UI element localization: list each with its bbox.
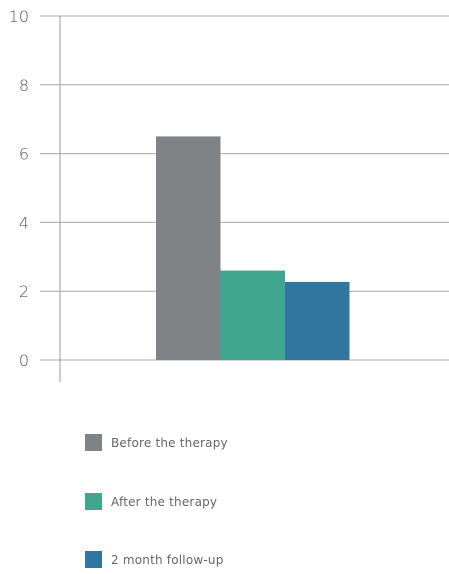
bars [156,136,350,360]
y-tick-label-6: 6 [19,145,29,164]
bar-chart: 0 2 4 6 8 10 [9,7,449,382]
legend-label-after: After the therapy [111,494,218,509]
y-axis-tick-labels: 0 2 4 6 8 10 [9,7,29,370]
legend-swatch-after [85,493,102,510]
legend-item-after: After the therapy [85,493,217,510]
bar-before [156,136,221,360]
bar-followup [285,281,350,360]
grid-lines [40,15,449,361]
legend-swatch-followup [85,551,102,568]
legend-item-followup: 2 month follow-up [85,551,224,568]
legend-label-followup: 2 month follow-up [111,552,224,567]
y-tick-label-10: 10 [9,7,29,26]
bar-after [220,270,285,360]
y-tick-label-2: 2 [19,282,29,301]
legend-swatch-before [85,434,102,451]
y-tick-label-0: 0 [19,351,29,370]
legend-label-before: Before the therapy [111,435,228,450]
legend-item-before: Before the therapy [85,434,228,451]
y-tick-label-4: 4 [19,213,29,232]
y-tick-label-8: 8 [19,76,29,95]
